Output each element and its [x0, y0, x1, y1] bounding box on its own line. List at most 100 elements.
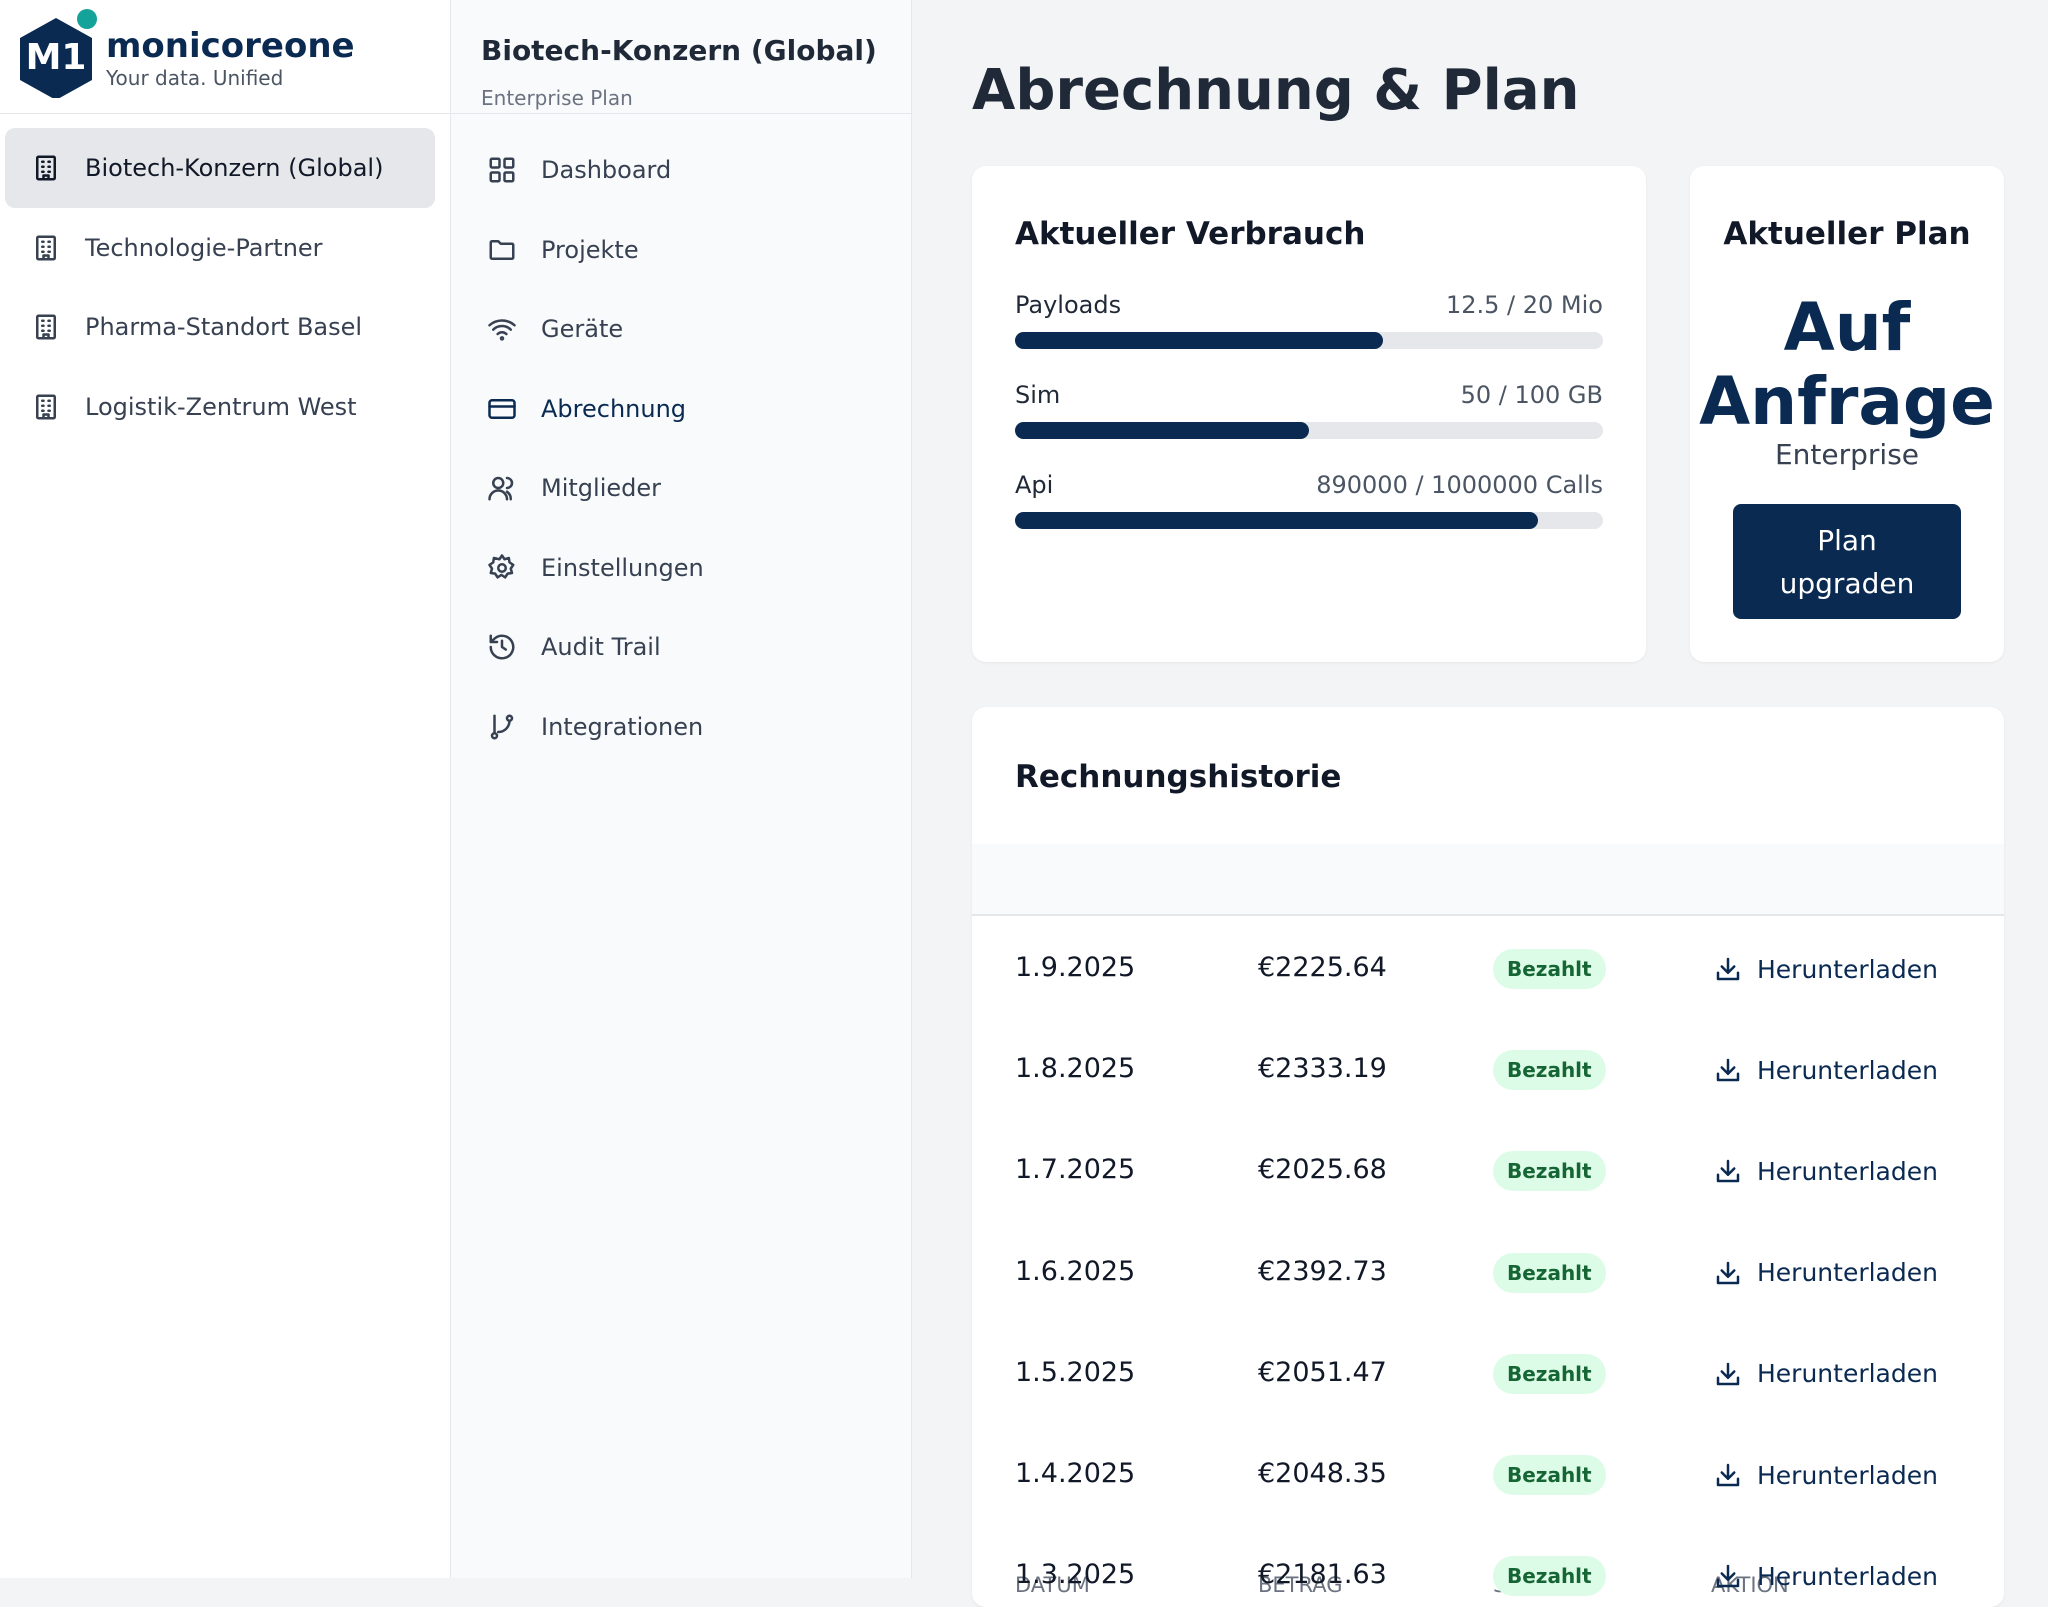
usage-label: Api: [1015, 471, 1054, 499]
invoice-date: 1.6.2025: [1015, 1255, 1136, 1287]
status-badge: Bezahlt: [1493, 1050, 1606, 1091]
brand-name: monicoreone: [106, 26, 355, 66]
download-link[interactable]: Herunterladen: [1713, 1156, 1938, 1186]
invoice-amount: €2025.68: [1258, 1154, 1387, 1186]
invoice-date: 1.8.2025: [1015, 1053, 1136, 1085]
upgrade-button[interactable]: Plan upgraden: [1733, 504, 1961, 619]
icon: [489, 157, 515, 183]
invoice-card: Rechnungshistorie DATUMBETRAGSTATUSAKTIO…: [972, 707, 2004, 1607]
org-label: Pharma-Standort Basel: [85, 313, 363, 341]
progress-bar: [1015, 512, 1539, 529]
download-link[interactable]: Herunterladen: [1713, 1460, 1938, 1490]
status-badge: Bezahlt: [1493, 1353, 1606, 1394]
invoice-amount: €2051.47: [1258, 1356, 1387, 1388]
status-badge: Bezahlt: [1493, 1151, 1606, 1192]
usage-value: 12.5 / 20 Mio: [1445, 291, 1603, 319]
table-header: [972, 844, 2004, 916]
org-label: Technologie-Partner: [85, 233, 323, 262]
icon: [489, 634, 515, 660]
icon: [36, 394, 56, 419]
nav-label: Projekte: [541, 235, 639, 264]
status-badge: Bezahlt: [1493, 1556, 1606, 1597]
icon: [1716, 1362, 1740, 1386]
icon: [1716, 957, 1740, 981]
icon: [36, 235, 56, 260]
icon: [1716, 1463, 1740, 1487]
logo: M1: [20, 9, 97, 98]
icon: [488, 476, 514, 501]
plan-name: Auf Anfrage: [1699, 289, 1995, 440]
nav-label: Einstellungen: [541, 553, 704, 582]
nav-item[interactable]: Dashboard: [451, 135, 911, 205]
invoice-amount: €2225.64: [1258, 952, 1387, 983]
icon: [488, 398, 516, 419]
download-label: Herunterladen: [1757, 1156, 1938, 1186]
divider: [451, 113, 911, 114]
download-label: Herunterladen: [1757, 1460, 1938, 1490]
invoice-amount: €2181.63: [1258, 1559, 1387, 1591]
workspace-plan: Enterprise Plan: [481, 86, 633, 110]
usage-title: Aktueller Verbrauch: [1015, 216, 1366, 252]
nav-item[interactable]: Projekte: [451, 215, 911, 285]
invoice-amount: €2392.73: [1258, 1255, 1387, 1287]
icon: [36, 314, 56, 340]
nav-item[interactable]: Audit Trail: [451, 612, 911, 682]
org-item[interactable]: Biotech-Konzern (Global): [5, 128, 435, 208]
invoice-date: 1.3.2025: [1015, 1559, 1136, 1591]
nav-label: Audit Trail: [541, 633, 661, 661]
icon: [1716, 1261, 1740, 1284]
usage-value: 890000 / 1000000 Calls: [1316, 471, 1603, 499]
icon: [488, 319, 516, 341]
download-link[interactable]: Herunterladen: [1713, 1258, 1938, 1288]
nav-label: Geräte: [541, 315, 624, 343]
org-label: Logistik-Zentrum West: [85, 392, 357, 421]
org-item[interactable]: Technologie-Partner: [5, 208, 435, 288]
plan-card: Aktueller Plan Auf Anfrage Enterprise Pl…: [1690, 166, 2004, 662]
usage-label: Payloads: [1015, 291, 1122, 319]
download-label: Herunterladen: [1757, 954, 1938, 984]
org-item[interactable]: Pharma-Standort Basel: [5, 287, 435, 367]
status-badge: Bezahlt: [1493, 1455, 1606, 1495]
download-link[interactable]: Herunterladen: [1713, 1561, 1938, 1591]
page-title: Abrechnung & Plan: [972, 58, 1580, 123]
nav-item[interactable]: Mitglieder: [451, 453, 911, 523]
progress-bar: [1015, 332, 1383, 349]
icon: [36, 155, 56, 181]
nav-sidebar: Biotech-Konzern (Global) Enterprise Plan…: [451, 0, 912, 1578]
nav-label: Dashboard: [541, 156, 672, 184]
download-link[interactable]: Herunterladen: [1713, 1055, 1938, 1085]
plan-tier: Enterprise: [1774, 438, 1920, 471]
nav-label: Mitglieder: [541, 474, 661, 502]
download-link[interactable]: Herunterladen: [1713, 954, 1938, 984]
invoice-amount: €2333.19: [1258, 1053, 1387, 1085]
divider: [0, 113, 450, 114]
nav-item[interactable]: Einstellungen: [451, 533, 911, 603]
invoice-date: 1.4.2025: [1015, 1458, 1136, 1489]
invoice-amount: €2048.35: [1258, 1458, 1387, 1489]
status-badge: Bezahlt: [1493, 949, 1606, 989]
progress-track: [1015, 422, 1603, 439]
nav-item[interactable]: Abrechnung: [451, 374, 911, 444]
icon: [490, 714, 514, 739]
progress-track: [1015, 512, 1603, 529]
usage-value: 50 / 100 GB: [1460, 381, 1603, 409]
brand-tagline: Your data. Unified: [106, 66, 284, 90]
usage-card: Aktueller Verbrauch Payloads 12.5 / 20 Mi…: [972, 166, 1646, 662]
plan-title: Aktueller Plan: [1723, 216, 1971, 252]
icon: [489, 239, 515, 260]
org-item[interactable]: Logistik-Zentrum West: [5, 367, 435, 447]
download-label: Herunterladen: [1757, 1359, 1938, 1389]
download-link[interactable]: Herunterladen: [1713, 1359, 1938, 1389]
invoice-date: 1.5.2025: [1015, 1356, 1136, 1388]
download-label: Herunterladen: [1757, 1258, 1938, 1288]
download-label: Herunterladen: [1757, 1561, 1938, 1591]
icon: [1716, 1160, 1740, 1183]
progress-track: [1015, 332, 1603, 349]
nav-label: Abrechnung: [541, 394, 687, 423]
icon: [1716, 1564, 1740, 1588]
download-label: Herunterladen: [1757, 1055, 1938, 1085]
workspace-name: Biotech-Konzern (Global): [481, 34, 877, 67]
nav-item[interactable]: Integrationen: [451, 692, 911, 762]
nav-item[interactable]: Geräte: [451, 294, 911, 364]
